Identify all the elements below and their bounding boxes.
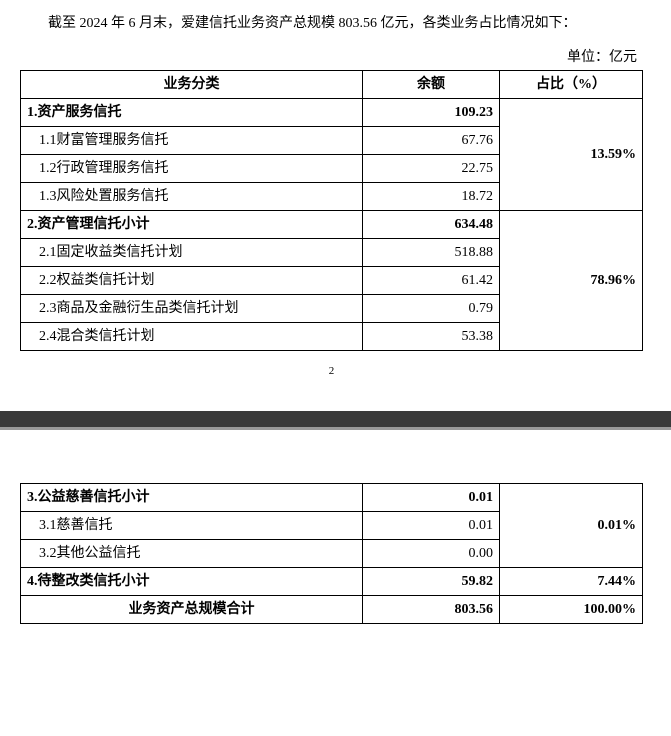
table-header-row: 业务分类 余额 占比（%） — [21, 71, 643, 99]
row-name: 2.资产管理信托小计 — [21, 211, 363, 239]
row-name: 3.2其他公益信托 — [21, 540, 363, 568]
intro-paragraph: 截至 2024 年 6 月末，爱建信托业务资产总规模 803.56 亿元，各类业… — [20, 10, 643, 38]
gap-bar-light — [0, 427, 671, 430]
row-balance: 803.56 — [363, 596, 500, 624]
table-row: 2.资产管理信托小计634.4878.96% — [21, 211, 643, 239]
row-balance: 18.72 — [363, 183, 500, 211]
row-name: 1.资产服务信托 — [21, 99, 363, 127]
document-top: 截至 2024 年 6 月末，爱建信托业务资产总规模 803.56 亿元，各类业… — [0, 0, 671, 393]
row-name: 1.3风险处置服务信托 — [21, 183, 363, 211]
row-percent-merged: 13.59% — [499, 99, 642, 211]
row-name: 4.待整改类信托小计 — [21, 568, 363, 596]
table-row-total: 业务资产总规模合计803.56100.00% — [21, 596, 643, 624]
row-balance: 0.01 — [363, 512, 500, 540]
row-name: 3.1慈善信托 — [21, 512, 363, 540]
row-balance: 22.75 — [363, 155, 500, 183]
row-name: 1.2行政管理服务信托 — [21, 155, 363, 183]
row-balance: 109.23 — [363, 99, 500, 127]
row-percent-merged: 0.01% — [499, 484, 642, 568]
table-row: 4.待整改类信托小计59.827.44% — [21, 568, 643, 596]
row-balance: 518.88 — [363, 239, 500, 267]
row-name: 3.公益慈善信托小计 — [21, 484, 363, 512]
table-row: 3.公益慈善信托小计0.010.01% — [21, 484, 643, 512]
row-percent-merged: 78.96% — [499, 211, 642, 351]
row-balance: 59.82 — [363, 568, 500, 596]
page-number: 2 — [20, 365, 643, 377]
gap-bar-dark — [0, 411, 671, 427]
row-name: 1.1财富管理服务信托 — [21, 127, 363, 155]
table-2: 3.公益慈善信托小计0.010.01%3.1慈善信托0.013.2其他公益信托0… — [20, 483, 643, 624]
row-balance: 53.38 — [363, 323, 500, 351]
unit-label: 单位：亿元 — [20, 46, 643, 66]
row-name: 2.1固定收益类信托计划 — [21, 239, 363, 267]
header-category: 业务分类 — [21, 71, 363, 99]
row-balance: 0.79 — [363, 295, 500, 323]
row-percent: 7.44% — [499, 568, 642, 596]
row-percent: 100.00% — [499, 596, 642, 624]
row-balance: 0.00 — [363, 540, 500, 568]
row-name: 2.3商品及金融衍生品类信托计划 — [21, 295, 363, 323]
row-balance: 67.76 — [363, 127, 500, 155]
row-name: 2.2权益类信托计划 — [21, 267, 363, 295]
header-percent: 占比（%） — [499, 71, 642, 99]
row-balance: 0.01 — [363, 484, 500, 512]
row-name: 2.4混合类信托计划 — [21, 323, 363, 351]
table-row: 1.资产服务信托109.2313.59% — [21, 99, 643, 127]
row-name: 业务资产总规模合计 — [21, 596, 363, 624]
table-1: 业务分类 余额 占比（%） 1.资产服务信托109.2313.59%1.1财富管… — [20, 70, 643, 351]
row-balance: 61.42 — [363, 267, 500, 295]
page-break-gap — [0, 393, 671, 473]
document-bottom: 3.公益慈善信托小计0.010.01%3.1慈善信托0.013.2其他公益信托0… — [0, 473, 671, 634]
header-balance: 余额 — [363, 71, 500, 99]
row-balance: 634.48 — [363, 211, 500, 239]
